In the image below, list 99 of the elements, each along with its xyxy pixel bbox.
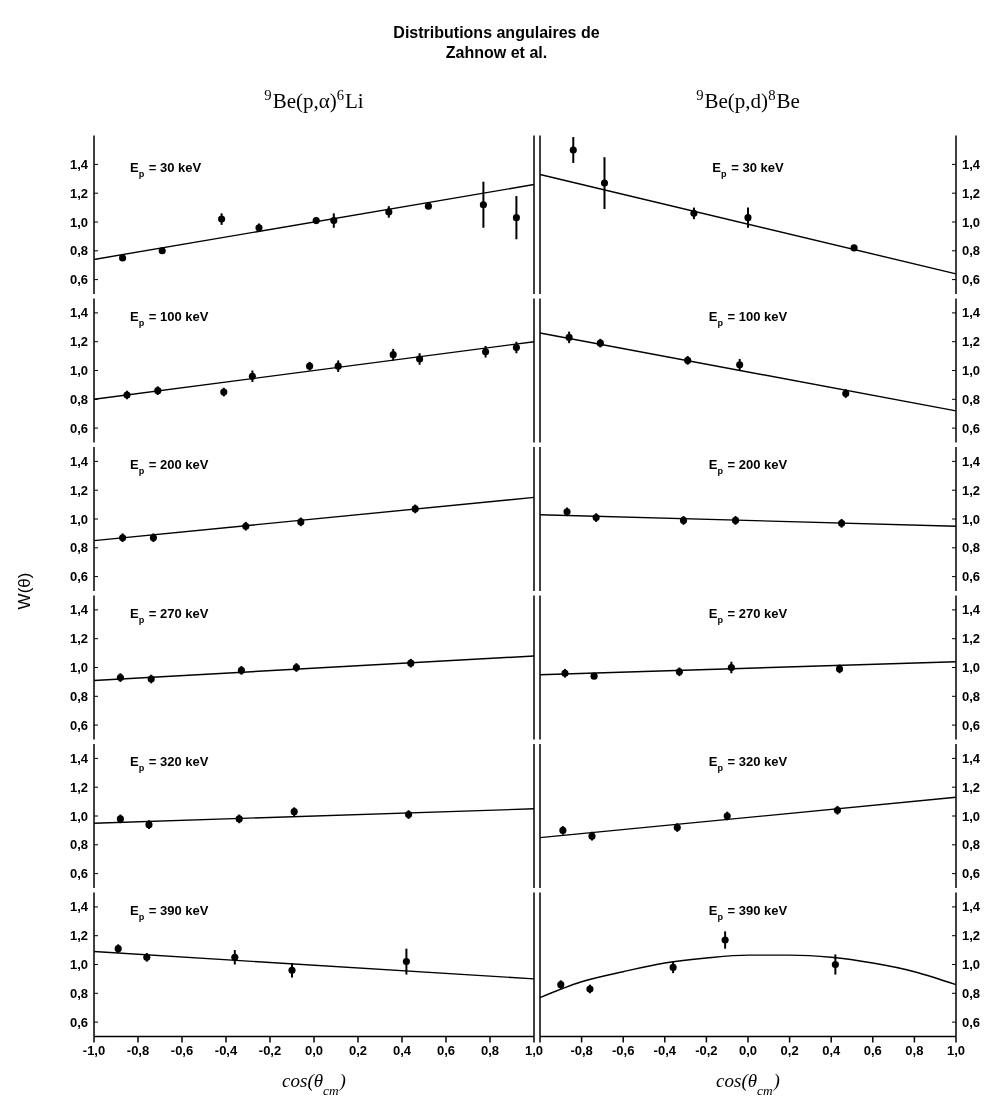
- x-tick-label: -0,4: [214, 1042, 238, 1058]
- x-tick-label: 0,8: [480, 1042, 500, 1058]
- y-tick-label: 1,2: [69, 779, 88, 795]
- y-axis-title: W(θ): [15, 572, 34, 610]
- x-tick-label: -0,2: [258, 1042, 282, 1058]
- y-tick-label: 0,8: [69, 837, 88, 853]
- y-tick-label: 0,8: [962, 391, 981, 407]
- y-tick-label: 1,2: [962, 779, 981, 795]
- y-tick-label: 0,6: [962, 569, 981, 585]
- y-tick-label: 1,0: [69, 363, 88, 379]
- text: E$_{p}$ = 270 keV: [708, 605, 788, 625]
- x-tick-label: 0,0: [738, 1042, 758, 1058]
- y-tick-label: 0,6: [69, 1014, 88, 1030]
- x-tick-label: -0,8: [126, 1042, 150, 1058]
- x-tick-label: 0,8: [905, 1042, 924, 1058]
- x-tick-label: -0,8: [570, 1042, 593, 1058]
- x-tick-label: -0,6: [612, 1042, 635, 1058]
- y-tick-label: 1,2: [962, 928, 981, 944]
- y-tick-label: 0,8: [69, 391, 88, 407]
- y-tick-label: 0,6: [69, 717, 88, 733]
- y-tick-label: 0,6: [69, 569, 88, 585]
- y-tick-label: 1,4: [69, 602, 89, 618]
- text: Distributions angulaires de Zahnow et al.: [393, 24, 600, 61]
- x-axis-title: cos(θ$_{cm}$): [716, 1069, 780, 1097]
- y-tick-label: 1,4: [962, 305, 981, 321]
- text: E$_{p}$ = 390 keV: [708, 902, 788, 922]
- y-tick-label: 1,2: [69, 334, 88, 350]
- x-axis-title: cos(θ$_{cm}$): [282, 1069, 346, 1097]
- y-tick-label: 1,4: [69, 156, 89, 172]
- y-tick-label: 0,6: [69, 866, 88, 882]
- x-tick-label: -0,4: [653, 1042, 677, 1058]
- y-tick-label: 0,6: [69, 420, 88, 436]
- y-tick-label: 0,8: [962, 540, 981, 556]
- x-tick-label: 0,6: [863, 1042, 882, 1058]
- text: E$_{p}$ = 200 keV: [130, 457, 209, 476]
- y-tick-label: 0,8: [69, 243, 88, 259]
- y-tick-label: 0,6: [69, 272, 88, 288]
- text: E$_{p}$ = 30 keV: [712, 160, 784, 179]
- y-tick-label: 1,2: [69, 482, 88, 498]
- y-tick-label: 1,0: [69, 808, 88, 824]
- y-tick-label: 0,8: [69, 985, 88, 1001]
- y-tick-label: 0,6: [962, 1014, 981, 1030]
- y-tick-label: 1,0: [69, 214, 88, 230]
- y-tick-label: 1,2: [962, 482, 981, 498]
- x-tick-label: 0,4: [392, 1042, 412, 1058]
- x-tick-label: 0,2: [780, 1042, 799, 1058]
- y-tick-label: 1,0: [962, 363, 981, 379]
- y-tick-label: 1,4: [962, 453, 981, 469]
- x-tick-label: 0,2: [348, 1042, 368, 1058]
- y-tick-label: 1,0: [962, 511, 981, 527]
- y-tick-label: 0,8: [69, 688, 88, 704]
- y-tick-label: 1,2: [962, 334, 981, 350]
- text: $^{9}$Be(p,d)$^{8}$Be: [696, 87, 800, 113]
- y-tick-label: 1,4: [69, 750, 89, 766]
- y-tick-label: 1,0: [69, 660, 88, 676]
- y-tick-label: 1,0: [962, 957, 981, 973]
- x-tick-label: 1,0: [524, 1042, 544, 1058]
- y-tick-label: 1,4: [962, 156, 981, 172]
- y-tick-label: 0,6: [962, 717, 981, 733]
- y-tick-label: 1,0: [69, 511, 88, 527]
- y-tick-label: 1,4: [69, 305, 89, 321]
- x-tick-label: 0,4: [822, 1042, 841, 1058]
- y-tick-label: 1,4: [962, 602, 981, 618]
- y-tick-label: 0,8: [962, 688, 981, 704]
- x-tick-label: -0,6: [170, 1042, 194, 1058]
- text: E$_{p}$ = 320 keV: [708, 754, 788, 773]
- y-tick-label: 1,4: [69, 899, 89, 915]
- y-tick-label: 1,0: [962, 808, 981, 824]
- y-tick-label: 1,4: [962, 750, 981, 766]
- text: E$_{p}$ = 200 keV: [708, 457, 788, 476]
- y-tick-label: 1,2: [69, 631, 88, 647]
- text: $^{9}$Be(p,α)$^{6}$Li: [264, 87, 364, 113]
- text: E$_{p}$ = 100 keV: [708, 308, 788, 328]
- y-tick-label: 1,0: [962, 214, 981, 230]
- y-tick-label: 0,6: [962, 866, 981, 882]
- y-tick-label: 0,6: [962, 272, 981, 288]
- y-tick-label: 1,4: [962, 899, 981, 915]
- text: E$_{p}$ = 100 keV: [130, 308, 209, 328]
- y-tick-label: 1,0: [962, 660, 981, 676]
- text: E$_{p}$ = 390 keV: [130, 902, 209, 922]
- y-tick-label: 1,2: [962, 185, 981, 201]
- y-tick-label: 1,4: [69, 453, 89, 469]
- x-tick-label: 0,6: [436, 1042, 456, 1058]
- text: E$_{p}$ = 320 keV: [130, 754, 209, 773]
- y-tick-label: 1,0: [69, 957, 88, 973]
- y-tick-label: 0,8: [69, 540, 88, 556]
- y-tick-label: 0,6: [962, 420, 981, 436]
- x-tick-label: 0,0: [304, 1042, 324, 1058]
- y-tick-label: 0,8: [962, 985, 981, 1001]
- y-tick-label: 1,2: [962, 631, 981, 647]
- text: E$_{p}$ = 270 keV: [130, 605, 209, 625]
- y-tick-label: 0,8: [962, 837, 981, 853]
- y-tick-label: 0,8: [962, 243, 981, 259]
- text: E$_{p}$ = 30 keV: [130, 160, 202, 179]
- x-tick-label: -1,0: [82, 1042, 106, 1058]
- x-tick-label: 1,0: [946, 1042, 966, 1058]
- y-tick-label: 1,2: [69, 928, 88, 944]
- x-tick-label: -0,2: [695, 1042, 718, 1058]
- y-tick-label: 1,2: [69, 185, 88, 201]
